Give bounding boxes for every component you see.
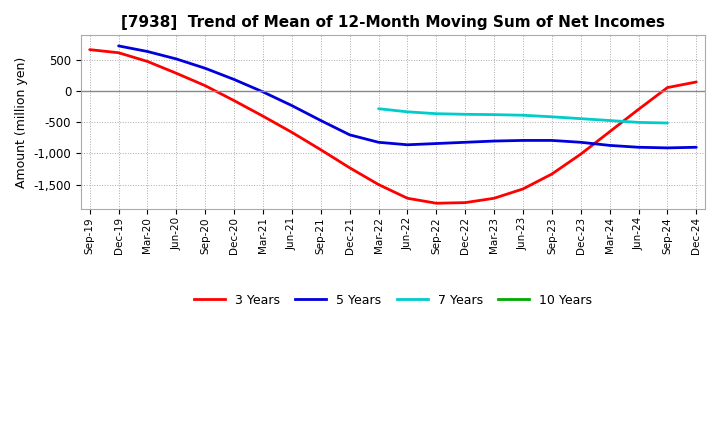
5 Years	[663, 145, 672, 150]
3 Years	[374, 182, 383, 187]
5 Years	[172, 56, 181, 62]
5 Years	[692, 145, 701, 150]
3 Years	[577, 151, 585, 157]
5 Years	[258, 89, 267, 95]
7 Years	[403, 109, 412, 114]
3 Years	[317, 147, 325, 152]
5 Years	[403, 142, 412, 147]
7 Years	[432, 111, 441, 116]
7 Years	[461, 112, 469, 117]
3 Years	[606, 129, 614, 134]
7 Years	[518, 113, 527, 118]
5 Years	[461, 139, 469, 145]
7 Years	[663, 121, 672, 126]
Line: 7 Years: 7 Years	[379, 109, 667, 123]
3 Years	[692, 79, 701, 84]
3 Years	[143, 59, 152, 64]
3 Years	[432, 201, 441, 206]
5 Years	[634, 145, 643, 150]
3 Years	[634, 106, 643, 112]
5 Years	[548, 138, 557, 143]
3 Years	[490, 196, 498, 201]
3 Years	[548, 171, 557, 176]
3 Years	[114, 50, 123, 55]
5 Years	[317, 118, 325, 123]
3 Years	[172, 71, 181, 76]
3 Years	[287, 130, 296, 135]
5 Years	[518, 138, 527, 143]
3 Years	[518, 186, 527, 191]
7 Years	[548, 114, 557, 119]
5 Years	[374, 139, 383, 145]
7 Years	[490, 112, 498, 117]
3 Years	[346, 165, 354, 170]
3 Years	[201, 83, 210, 88]
5 Years	[490, 139, 498, 144]
5 Years	[346, 132, 354, 137]
3 Years	[230, 98, 238, 103]
5 Years	[114, 43, 123, 48]
7 Years	[577, 116, 585, 121]
3 Years	[461, 200, 469, 205]
5 Years	[432, 141, 441, 146]
5 Years	[287, 103, 296, 108]
3 Years	[86, 47, 94, 52]
3 Years	[258, 114, 267, 119]
7 Years	[606, 118, 614, 123]
7 Years	[634, 120, 643, 125]
Title: [7938]  Trend of Mean of 12-Month Moving Sum of Net Incomes: [7938] Trend of Mean of 12-Month Moving …	[121, 15, 665, 30]
Line: 3 Years: 3 Years	[90, 50, 696, 203]
Y-axis label: Amount (million yen): Amount (million yen)	[15, 57, 28, 188]
5 Years	[201, 66, 210, 71]
5 Years	[143, 49, 152, 54]
5 Years	[577, 139, 585, 145]
5 Years	[230, 77, 238, 82]
3 Years	[663, 85, 672, 90]
Legend: 3 Years, 5 Years, 7 Years, 10 Years: 3 Years, 5 Years, 7 Years, 10 Years	[189, 289, 597, 312]
7 Years	[374, 106, 383, 111]
Line: 5 Years: 5 Years	[119, 46, 696, 148]
5 Years	[606, 143, 614, 148]
3 Years	[403, 196, 412, 201]
